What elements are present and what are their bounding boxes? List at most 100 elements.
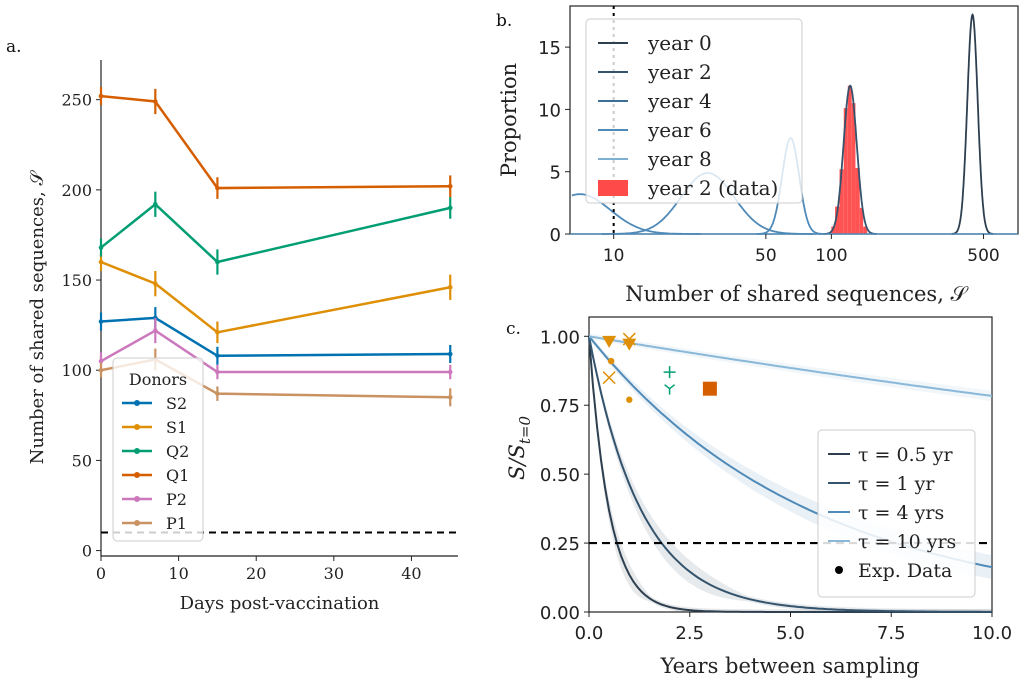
data-point-q2: [215, 259, 220, 265]
legend-swatch: [835, 566, 843, 574]
exp-data-marker: [702, 381, 717, 396]
legend-marker: [134, 424, 140, 430]
series-line-s2: [100, 316, 451, 358]
legend-label: S1: [166, 418, 187, 437]
data-point-s1: [153, 281, 158, 286]
panel-a-x-tick-label: 0: [96, 564, 106, 583]
legend-label: S2: [166, 394, 187, 413]
panel-a-x-tick-label: 10: [168, 564, 188, 583]
legend-label: year 2 (data): [647, 176, 778, 200]
panel-a-y-tick-label: 150: [61, 271, 92, 290]
histogram-bar: [835, 206, 840, 234]
histogram-bar: [851, 103, 856, 234]
panel-c-x-axis-title: Years between sampling: [660, 654, 920, 678]
legend-label: Exp. Data: [858, 560, 952, 582]
series-line-p2: [100, 329, 451, 374]
legend-box: [585, 18, 803, 204]
series-line-s1: [100, 260, 451, 334]
legend-label: τ = 4 yrs: [858, 502, 944, 524]
data-point-p2: [215, 369, 220, 375]
data-point-p2: [447, 369, 453, 375]
legend-label: Q1: [166, 466, 189, 485]
exp-data-marker: [602, 335, 617, 348]
panel-c-legend: τ = 0.5 yr τ = 1 yr τ = 4 yrs τ = 10 yrs Exp…: [817, 429, 976, 598]
histogram-bar: [839, 169, 844, 234]
distribution-year-0: [951, 13, 994, 235]
panel-label-b: b.: [496, 11, 512, 31]
histogram-bar: [843, 108, 848, 234]
data-point-q2: [98, 245, 104, 250]
data-point-q1: [98, 93, 104, 99]
panel-b-y-tick-label: 10: [538, 100, 561, 121]
decay-curve-1yr: [588, 336, 992, 613]
histogram-bar: [855, 167, 860, 234]
legend-box: [817, 429, 976, 598]
histogram-bar: [859, 207, 864, 234]
legend-marker: [134, 400, 140, 406]
exp-data-marker: [622, 332, 636, 346]
legend-marker: [134, 448, 140, 454]
legend-label: year 4: [647, 89, 712, 113]
data-point-s2: [447, 351, 453, 357]
panel-c-y-tick-label: 1.00: [540, 327, 580, 348]
legend-swatch: [598, 180, 628, 196]
legend-marker: [134, 520, 140, 526]
distribution-year-2: [823, 84, 877, 235]
legend-label: τ = 10 yrs: [858, 531, 956, 553]
panel-a-legend: Donors S2 S1 Q2 Q1 P2 P1: [112, 357, 204, 542]
panel-a-y-tick-label: 100: [61, 361, 92, 380]
panel-a-y-tick-label: 200: [61, 181, 92, 200]
panel-c-x-tick-label: 0.0: [575, 623, 604, 644]
legend-label: year 2: [647, 60, 712, 84]
panel-b-legend: year 0 year 2 year 4 year 6 year 8 year 2 (da…: [585, 18, 803, 204]
panel-c-y-tick-label: 0.00: [540, 603, 580, 624]
legend-label: year 6: [647, 118, 712, 142]
panel-c-y-axis-title: S/St=0: [505, 416, 534, 480]
panel-c-x-tick-label: 10.0: [972, 623, 1012, 644]
panel-b-x-tick-label: 10: [603, 246, 625, 266]
panel-c-y-tick-label: 0.75: [540, 396, 580, 417]
data-point-s1: [215, 330, 220, 335]
panel-b-y-tick-label: 0: [550, 225, 561, 246]
panel-b-x-axis-title: Number of shared sequences, 𝒮: [625, 282, 969, 306]
legend-label: P2: [166, 490, 187, 509]
panel-a-x-axis-title: Days post-vaccination: [180, 593, 380, 614]
exp-data-marker: [626, 396, 633, 403]
data-point-s2: [215, 353, 220, 359]
panel-b-y-axis-title: Proportion: [497, 63, 521, 177]
exp-data-marker: [607, 357, 615, 365]
panel-label-c: c.: [506, 319, 521, 339]
panel-a-x-tick-label: 20: [246, 564, 266, 583]
panel-a-x-tick-label: 40: [401, 564, 421, 583]
series-line-q1: [100, 94, 451, 190]
data-point-p2: [153, 328, 158, 333]
data-point-s2: [98, 319, 104, 324]
legend-label: year 0: [647, 31, 712, 55]
panel-a-y-axis-title: Number of shared sequences, 𝒮: [27, 170, 48, 465]
panel-a-x-tick-label: 30: [324, 564, 344, 583]
panel-b-y-tick-label: 5: [550, 163, 561, 184]
panel-b-y-tick-label: 15: [538, 38, 561, 59]
histogram-bar: [863, 226, 868, 234]
panel-c-y-tick-label: 0.50: [540, 465, 580, 486]
legend-label: τ = 0.5 yr: [858, 444, 954, 466]
confidence-band-0.5yr: [589, 333, 992, 612]
panel-a-y-tick-label: 250: [61, 91, 92, 110]
data-point-p1: [215, 391, 220, 396]
panel-a-plot: 0 10 20 30 40 0 50 100 150 200 250 Days post-vaccin…: [27, 60, 458, 614]
decay-curve-10yrs: [588, 335, 993, 397]
series-line-q2: [100, 202, 451, 264]
panel-c-x-tick-label: 5.0: [776, 623, 805, 644]
data-point-p1: [447, 394, 453, 400]
legend-marker: [134, 496, 140, 502]
data-point-q1: [153, 99, 158, 104]
legend-label: year 8: [647, 147, 712, 171]
exp-data-marker: [664, 384, 676, 395]
panel-b-x-tick-label: 100: [815, 246, 847, 266]
data-point-q2: [153, 201, 158, 207]
legend-label: τ = 1 yr: [858, 473, 935, 495]
panel-label-a: a.: [6, 37, 22, 57]
data-point-p1: [98, 367, 104, 373]
panel-c-y-tick-label: 0.25: [540, 534, 580, 555]
panel-a-y-tick-label: 0: [82, 542, 92, 561]
